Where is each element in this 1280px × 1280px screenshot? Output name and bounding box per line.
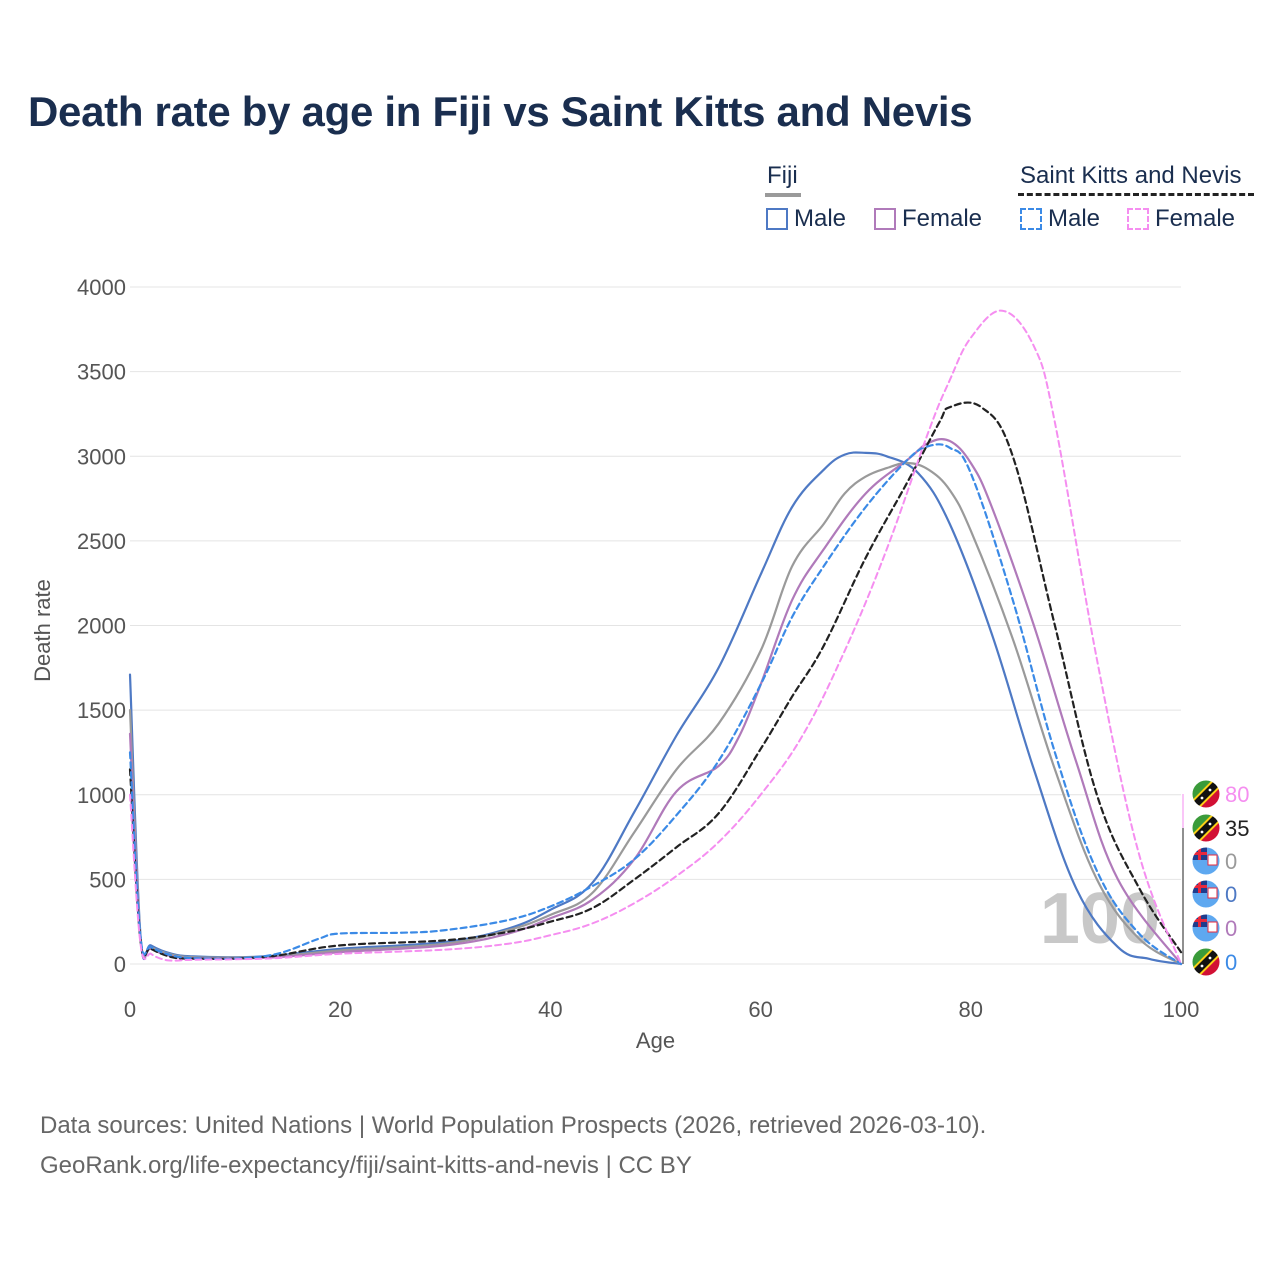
legend-label-fiji-female: Female — [902, 205, 983, 232]
legend-item-fiji-male[interactable]: Male — [766, 205, 846, 233]
x-tick-label: 0 — [124, 997, 136, 1022]
y-tick-label: 1500 — [77, 698, 126, 723]
y-tick-label: 1000 — [77, 783, 126, 808]
y-tick-label: 3500 — [77, 360, 126, 385]
fiji-flag-icon — [1192, 880, 1220, 908]
y-axis: 0 500 1000 1500 2000 2500 3000 3500 4000 — [77, 275, 126, 977]
series-saint-kitts-and-nevis-female — [129, 309, 1182, 965]
end-label-value: 0 — [1225, 882, 1237, 907]
x-axis-title: Age — [636, 1028, 675, 1053]
legend-saint-kitts-line — [1018, 193, 1254, 196]
y-tick-label: 2500 — [77, 529, 126, 554]
x-tick-label: 60 — [748, 997, 772, 1022]
end-label-row: 0 — [1191, 947, 1237, 977]
legend-swatch-fiji-male — [766, 208, 788, 230]
legend-item-fiji-female[interactable]: Female — [874, 205, 982, 233]
legend-label-saint-kitts-male: Male — [1048, 205, 1101, 232]
legend-fiji-line — [765, 193, 801, 197]
end-label-row: 35 — [1191, 813, 1249, 843]
series-lines — [128, 309, 1183, 966]
legend-label-fiji-male: Male — [794, 205, 847, 232]
saint-kitts-and-nevis-flag-icon — [1192, 780, 1220, 808]
footer-sources: Data sources: United Nations | World Pop… — [40, 1112, 987, 1139]
end-label-row: 0 — [1191, 913, 1237, 943]
end-label-value: 80 — [1225, 782, 1249, 807]
y-tick-label: 2000 — [77, 614, 126, 639]
chart-title: Death rate by age in Fiji vs Saint Kitts… — [28, 88, 973, 135]
end-label-row: 0 — [1191, 846, 1237, 876]
series-fiji-male — [128, 451, 1183, 966]
y-axis-title: Death rate — [30, 579, 55, 682]
footer: Data sources: United Nations | World Pop… — [40, 1106, 986, 1186]
end-label-value: 0 — [1225, 950, 1237, 975]
legend-swatch-fiji-female — [874, 208, 896, 230]
legend-group-saint-kitts[interactable]: Saint Kitts and Nevis — [1020, 162, 1242, 189]
footer-link[interactable]: GeoRank.org/life-expectancy/fiji/saint-k… — [40, 1152, 692, 1179]
year-label: 100 — [1040, 879, 1160, 959]
x-axis: 0 20 40 60 80 100 — [124, 997, 1199, 1022]
x-tick-label: 80 — [959, 997, 983, 1022]
x-tick-label: 20 — [328, 997, 352, 1022]
legend-swatch-saint-kitts-female — [1127, 208, 1149, 230]
x-tick-label: 40 — [538, 997, 562, 1022]
y-tick-label: 4000 — [77, 275, 126, 300]
series-fiji-total — [128, 461, 1183, 966]
y-tick-label: 500 — [89, 867, 126, 892]
series-saint-kitts-and-nevis-male — [128, 443, 1183, 966]
series-fiji-female — [128, 437, 1183, 966]
y-tick-label: 0 — [114, 952, 126, 977]
end-label-row: 0 — [1191, 879, 1237, 909]
legend-group-fiji[interactable]: Fiji — [767, 162, 798, 189]
end-label-row: 80 — [1191, 779, 1249, 809]
legend-item-saint-kitts-male[interactable]: Male — [1020, 205, 1100, 233]
end-label-value: 0 — [1225, 916, 1237, 941]
grid — [130, 286, 1181, 965]
end-label-value: 0 — [1225, 849, 1237, 874]
series-saint-kitts-and-nevis-total — [128, 401, 1183, 960]
y-tick-label: 3000 — [77, 444, 126, 469]
saint-kitts-and-nevis-flag-icon — [1192, 814, 1220, 842]
end-label-value: 35 — [1225, 816, 1249, 841]
end-labels: 80 35 0 0 0 0 — [1182, 779, 1249, 977]
legend-swatch-saint-kitts-male — [1020, 208, 1042, 230]
x-tick-label: 100 — [1163, 997, 1200, 1022]
saint-kitts-and-nevis-flag-icon — [1192, 948, 1220, 976]
legend-label-saint-kitts-female: Female — [1155, 205, 1236, 232]
legend-item-saint-kitts-female[interactable]: Female — [1127, 205, 1235, 233]
